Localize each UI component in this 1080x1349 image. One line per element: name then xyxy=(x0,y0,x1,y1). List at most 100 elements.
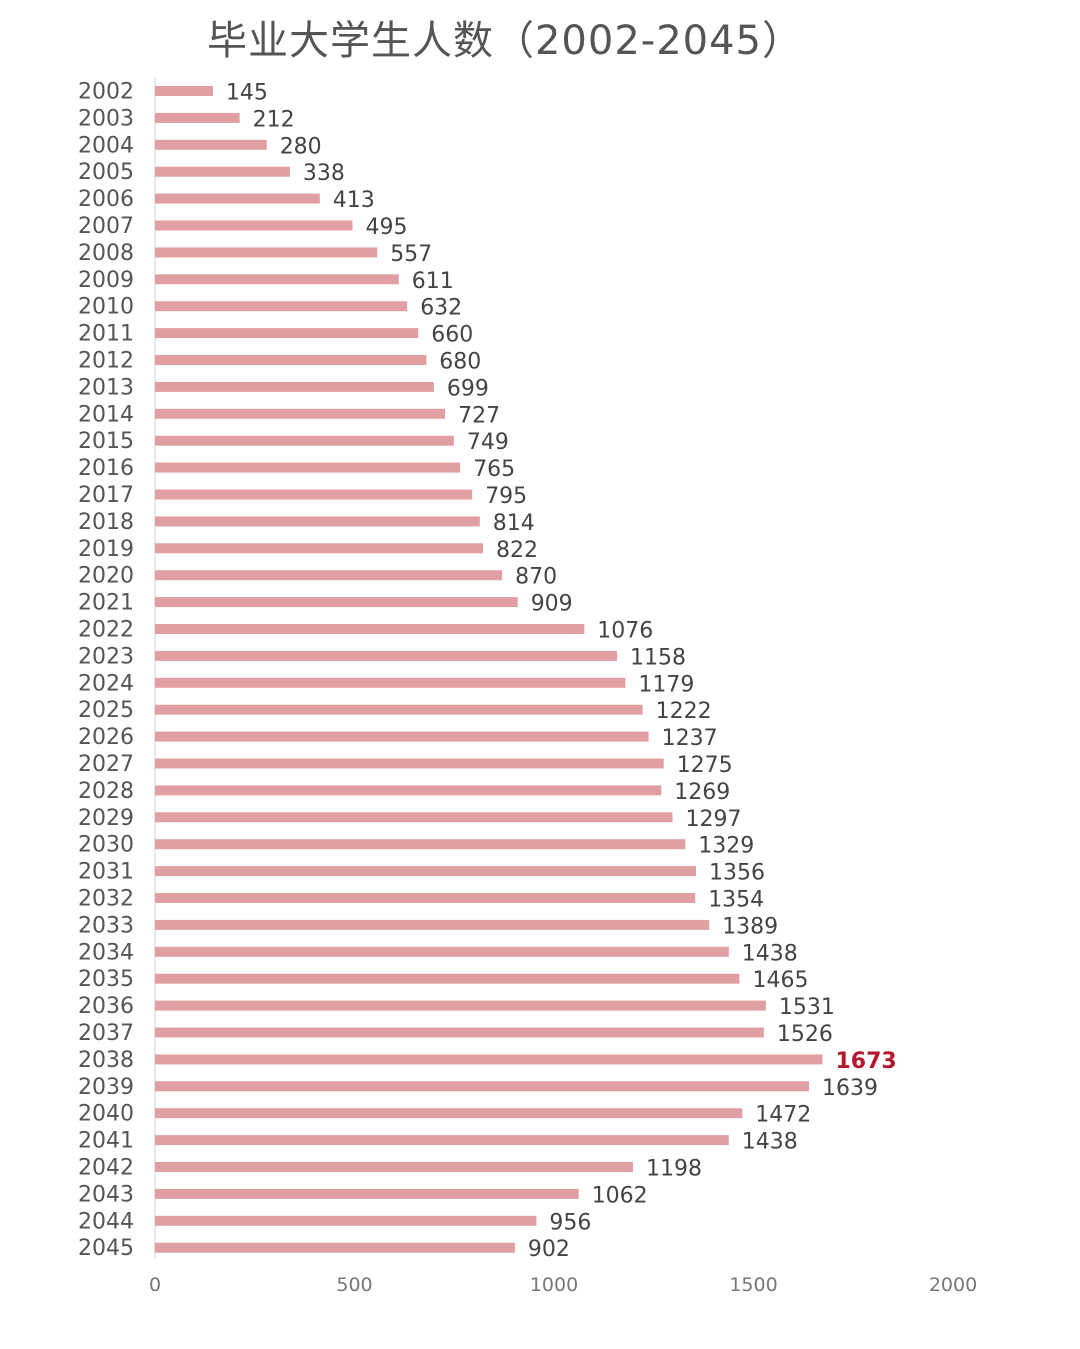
bar-2019 xyxy=(155,543,483,554)
bar-2011 xyxy=(155,328,419,339)
bar-2021 xyxy=(155,597,518,608)
value-label-2003: 212 xyxy=(253,107,295,132)
bar-2010 xyxy=(155,301,408,312)
value-label-2010: 632 xyxy=(420,296,462,321)
value-label-2027: 1275 xyxy=(677,753,733,778)
bar-2024 xyxy=(155,677,626,688)
year-label-2033: 2033 xyxy=(78,913,134,938)
value-label-2009: 611 xyxy=(412,269,454,294)
value-label-2035: 1465 xyxy=(753,968,809,993)
year-label-2031: 2031 xyxy=(78,860,134,885)
year-label-2044: 2044 xyxy=(78,1209,134,1234)
year-label-2030: 2030 xyxy=(78,833,134,858)
year-label-2027: 2027 xyxy=(78,752,134,777)
value-label-2043: 1062 xyxy=(592,1183,648,1208)
value-label-2045: 902 xyxy=(528,1237,570,1262)
year-label-2004: 2004 xyxy=(78,133,134,158)
year-label-2015: 2015 xyxy=(78,429,134,454)
value-label-2019: 822 xyxy=(496,538,538,563)
year-label-2045: 2045 xyxy=(78,1236,134,1261)
bar-2006 xyxy=(155,193,320,204)
year-label-2024: 2024 xyxy=(78,671,134,696)
year-label-2007: 2007 xyxy=(78,214,134,239)
value-label-2023: 1158 xyxy=(630,645,686,670)
year-label-2035: 2035 xyxy=(78,967,134,992)
year-label-2006: 2006 xyxy=(78,187,134,212)
bar-2005 xyxy=(155,166,290,177)
year-label-2037: 2037 xyxy=(78,1021,134,1046)
value-label-2040: 1472 xyxy=(755,1103,811,1128)
bar-2020 xyxy=(155,570,503,581)
year-label-2026: 2026 xyxy=(78,725,134,750)
x-tick-label-2000: 2000 xyxy=(929,1274,977,1296)
x-tick-label-500: 500 xyxy=(336,1274,372,1296)
bars-layer xyxy=(155,86,823,1253)
value-label-2020: 870 xyxy=(515,565,557,590)
year-label-2034: 2034 xyxy=(78,940,134,965)
year-label-2040: 2040 xyxy=(78,1102,134,1127)
year-label-2017: 2017 xyxy=(78,483,134,508)
value-label-2039: 1639 xyxy=(822,1076,878,1101)
year-label-2032: 2032 xyxy=(78,887,134,912)
value-label-2042: 1198 xyxy=(646,1157,702,1182)
bar-2009 xyxy=(155,274,399,285)
value-label-2024: 1179 xyxy=(638,672,694,697)
bar-2002 xyxy=(155,86,213,96)
bar-2017 xyxy=(155,489,473,500)
chart-title: 毕业大学生人数（2002-2045） xyxy=(206,18,804,64)
year-label-2036: 2036 xyxy=(78,994,134,1019)
x-tick-label-1500: 1500 xyxy=(729,1274,777,1296)
value-label-2032: 1354 xyxy=(708,888,764,913)
year-label-2009: 2009 xyxy=(78,268,134,293)
value-label-2018: 814 xyxy=(493,511,535,536)
value-label-2008: 557 xyxy=(390,242,432,267)
bar-2040 xyxy=(155,1108,743,1119)
bar-2018 xyxy=(155,516,480,527)
year-label-2038: 2038 xyxy=(78,1048,134,1073)
value-label-2038: 1673 xyxy=(836,1049,897,1074)
bar-2015 xyxy=(155,435,454,446)
bar-2016 xyxy=(155,462,461,473)
value-label-2034: 1438 xyxy=(742,941,798,966)
bar-2038 xyxy=(155,1054,823,1065)
value-label-2031: 1356 xyxy=(709,861,765,886)
value-label-2041: 1438 xyxy=(742,1130,798,1155)
value-label-2025: 1222 xyxy=(656,699,712,724)
bar-2039 xyxy=(155,1081,809,1092)
bar-2026 xyxy=(155,731,649,742)
value-label-2026: 1237 xyxy=(662,726,718,751)
value-label-2013: 699 xyxy=(447,376,489,401)
bar-2033 xyxy=(155,919,710,930)
bar-2031 xyxy=(155,866,696,877)
year-label-2005: 2005 xyxy=(78,160,134,185)
bar-2023 xyxy=(155,650,617,661)
value-label-2012: 680 xyxy=(439,350,481,375)
value-label-2044: 956 xyxy=(549,1210,591,1235)
year-label-2002: 2002 xyxy=(78,80,134,105)
year-label-2014: 2014 xyxy=(78,402,134,427)
bar-2004 xyxy=(155,139,267,150)
bar-2032 xyxy=(155,893,696,903)
bar-2013 xyxy=(155,381,434,392)
bar-2044 xyxy=(155,1215,537,1226)
year-label-2013: 2013 xyxy=(78,375,134,400)
year-label-2022: 2022 xyxy=(78,618,134,643)
year-label-2011: 2011 xyxy=(78,322,134,347)
value-label-2006: 413 xyxy=(333,188,375,213)
value-label-2022: 1076 xyxy=(597,619,653,644)
x-tick-label-0: 0 xyxy=(149,1274,161,1296)
year-label-2025: 2025 xyxy=(78,698,134,723)
year-labels-layer: 2002200320042005200620072008200920102011… xyxy=(78,80,134,1262)
bar-2041 xyxy=(155,1135,729,1146)
year-label-2012: 2012 xyxy=(78,349,134,374)
bar-2042 xyxy=(155,1162,633,1172)
bar-2028 xyxy=(155,785,662,796)
year-label-2039: 2039 xyxy=(78,1075,134,1100)
bar-2043 xyxy=(155,1188,579,1199)
value-label-2014: 727 xyxy=(458,403,500,428)
bar-2029 xyxy=(155,812,673,823)
x-axis-ticks: 0 500 1000 1500 2000 xyxy=(149,1274,977,1296)
year-label-2029: 2029 xyxy=(78,806,134,831)
year-label-2028: 2028 xyxy=(78,779,134,804)
